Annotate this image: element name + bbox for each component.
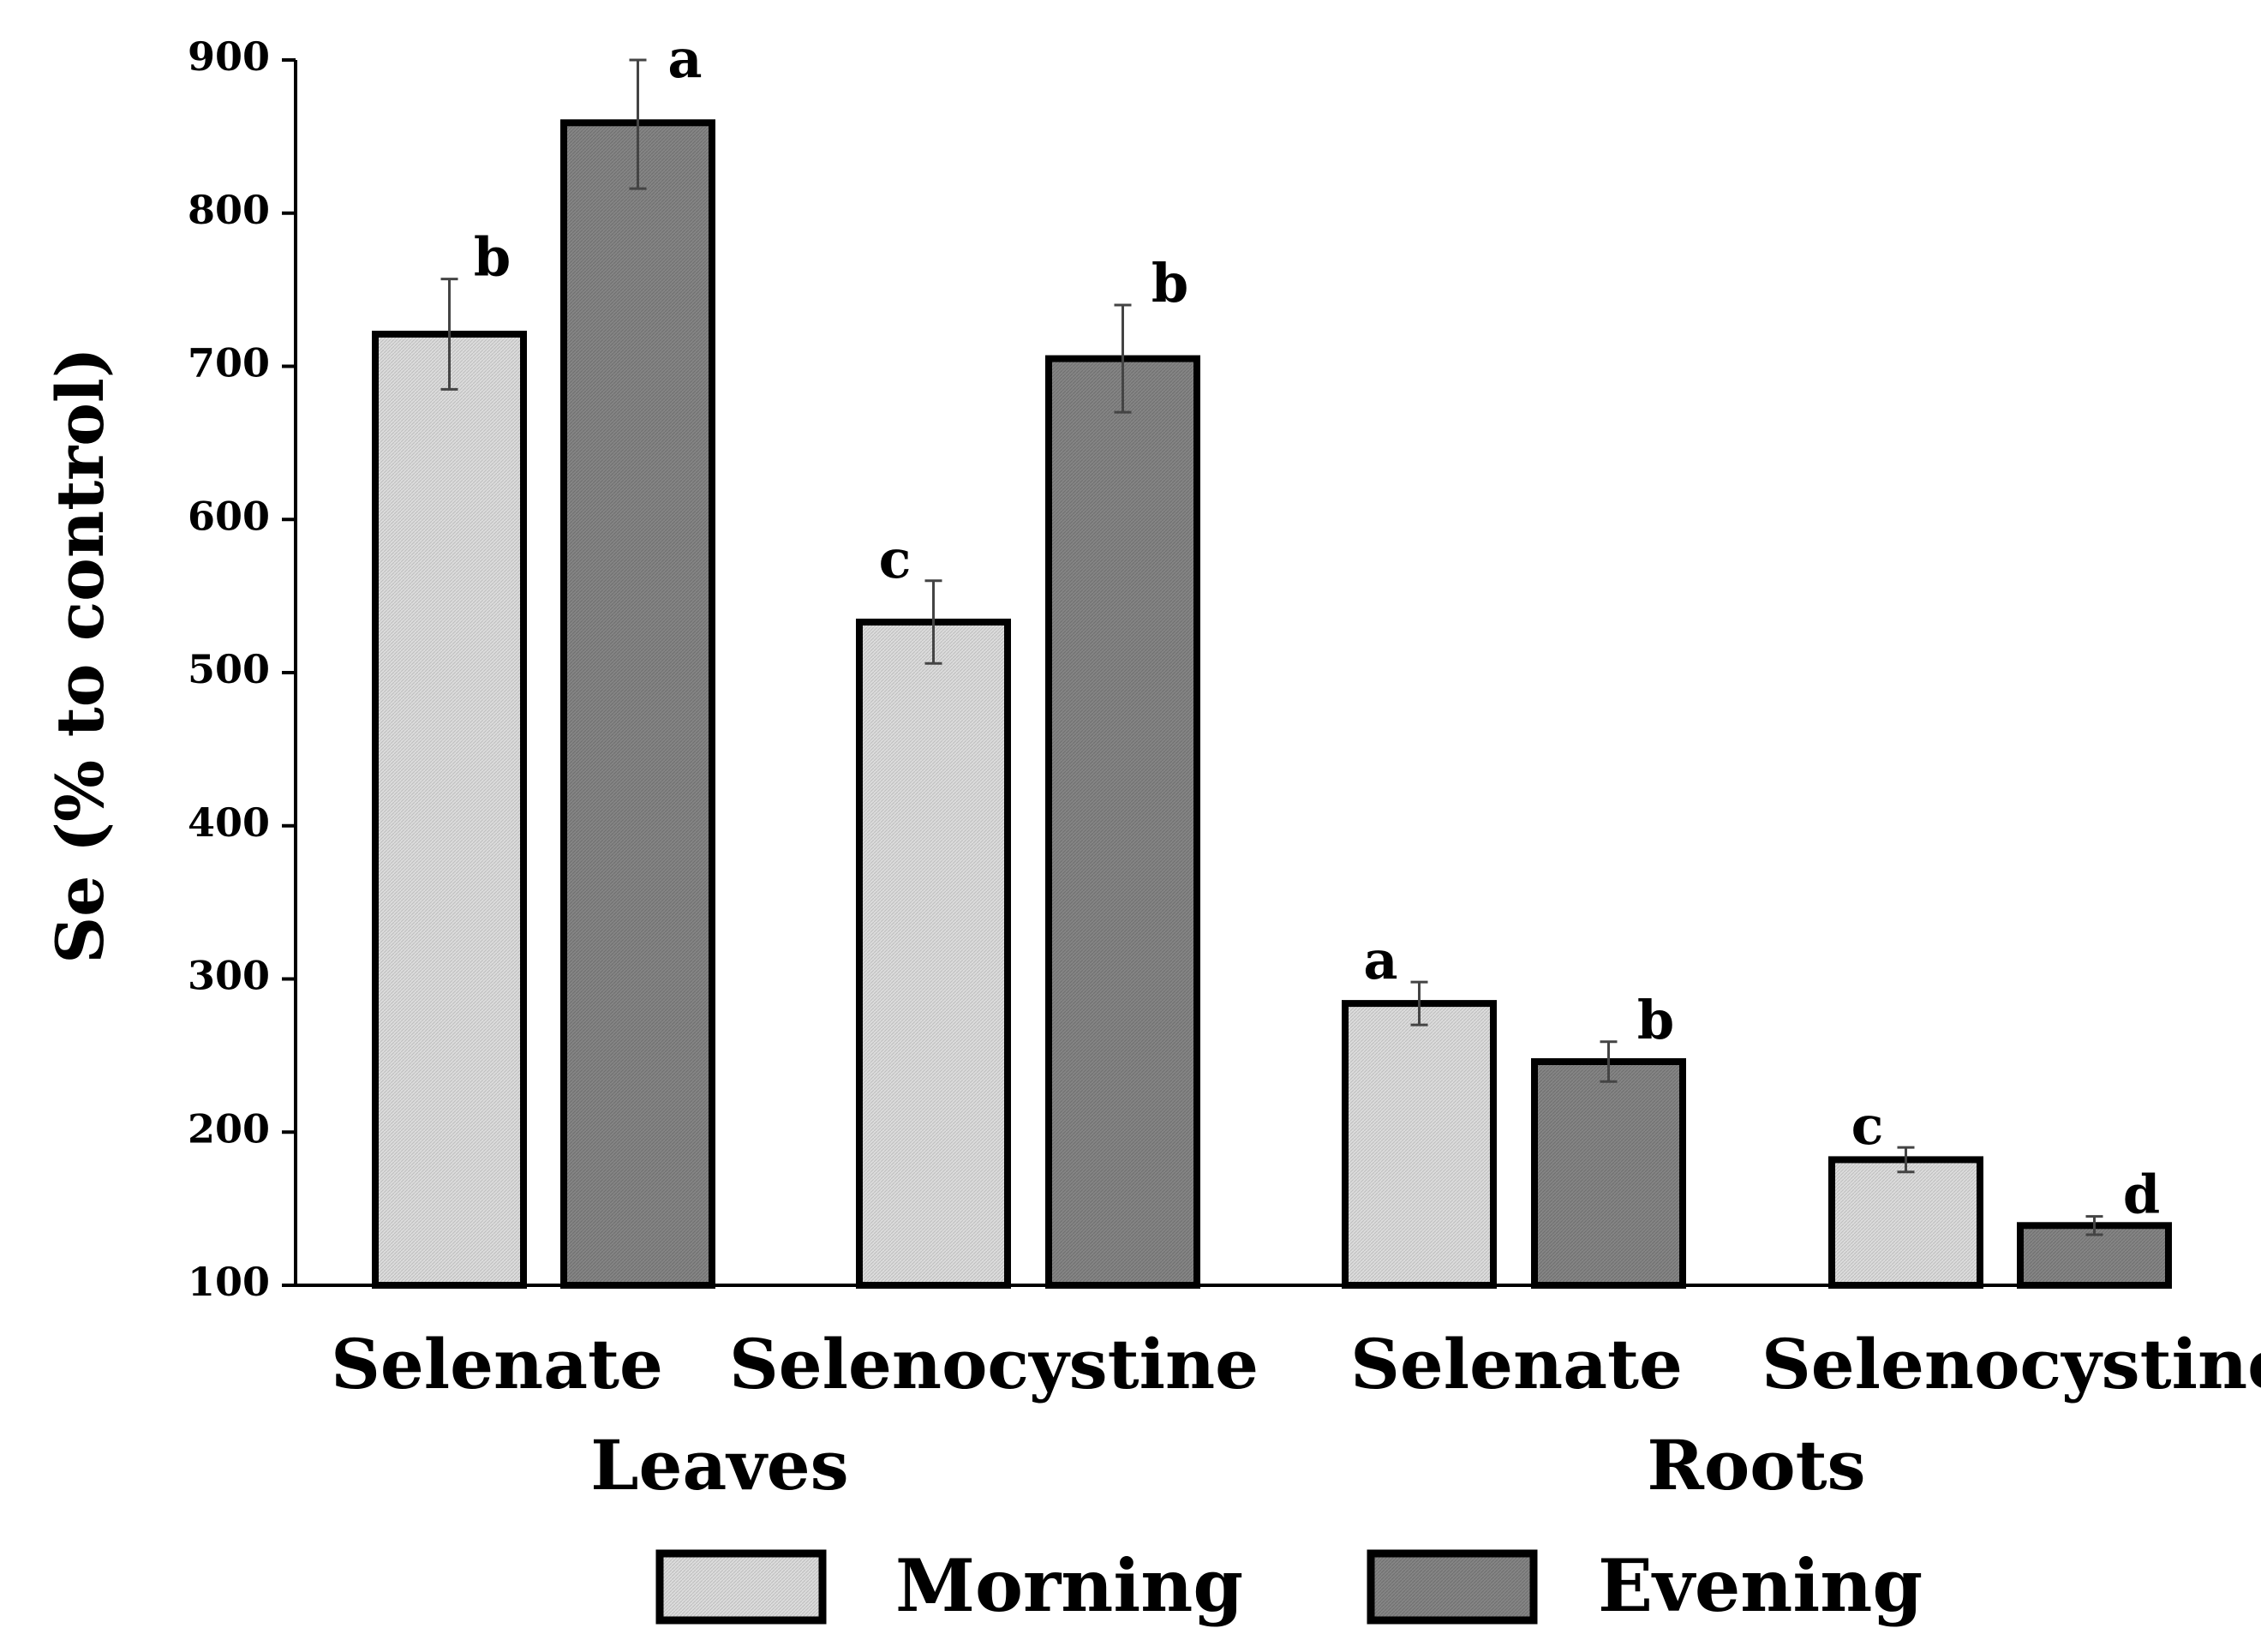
significance-letter: a xyxy=(1363,929,1397,991)
y-tick-label: 300 xyxy=(188,953,270,999)
y-tick-label: 900 xyxy=(188,33,270,80)
x-group-label: Leaves xyxy=(590,1425,848,1505)
bar-evening xyxy=(1045,355,1200,1289)
bar-evening xyxy=(1531,1058,1686,1290)
significance-letter: b xyxy=(1637,989,1674,1051)
x-category-label: Selenocystine xyxy=(1762,1324,2261,1404)
significance-letter: b xyxy=(1151,252,1188,314)
y-axis-title: Se (% to control) xyxy=(42,347,118,963)
x-category-label: Selenocystine xyxy=(729,1324,1259,1404)
error-bars xyxy=(440,58,2103,1236)
bars xyxy=(372,119,2172,1290)
y-tick-label: 100 xyxy=(188,1259,270,1305)
legend-swatch-evening xyxy=(1367,1549,1538,1625)
significance-letter: a xyxy=(667,27,702,90)
significance-letter: c xyxy=(1851,1094,1884,1157)
x-category-label: Selenate xyxy=(1350,1324,1683,1404)
y-tick-label: 400 xyxy=(188,799,270,846)
bar-evening xyxy=(560,119,715,1290)
y-tick-label: 200 xyxy=(188,1105,270,1152)
category-labels: Selenate Selenocystine Selenate Selenocysti… xyxy=(331,1324,2261,1505)
bar-morning xyxy=(372,330,527,1289)
legend: Morning Evening xyxy=(655,1543,1923,1628)
legend-label-morning: Morning xyxy=(895,1543,1243,1628)
bar-morning xyxy=(1342,1000,1497,1289)
bar-morning xyxy=(1828,1156,1983,1290)
x-group-label: Roots xyxy=(1647,1425,1865,1505)
legend-label-evening: Evening xyxy=(1598,1543,1923,1628)
bar-morning xyxy=(856,619,1011,1289)
legend-swatch-morning xyxy=(655,1549,827,1625)
y-tick-label: 700 xyxy=(188,340,270,386)
significance-letters: b c a c a b b d xyxy=(474,27,2160,1226)
x-category-label: Selenate xyxy=(331,1324,663,1404)
significance-letter: c xyxy=(879,528,912,590)
y-tick-label: 500 xyxy=(188,646,270,692)
significance-letter: d xyxy=(2123,1164,2160,1226)
axes: 100 200 300 400 500 600 700 800 900 xyxy=(188,33,2163,1305)
significance-letter: b xyxy=(474,226,511,289)
y-tick-label: 800 xyxy=(188,187,270,233)
y-tick-label: 600 xyxy=(188,493,270,539)
